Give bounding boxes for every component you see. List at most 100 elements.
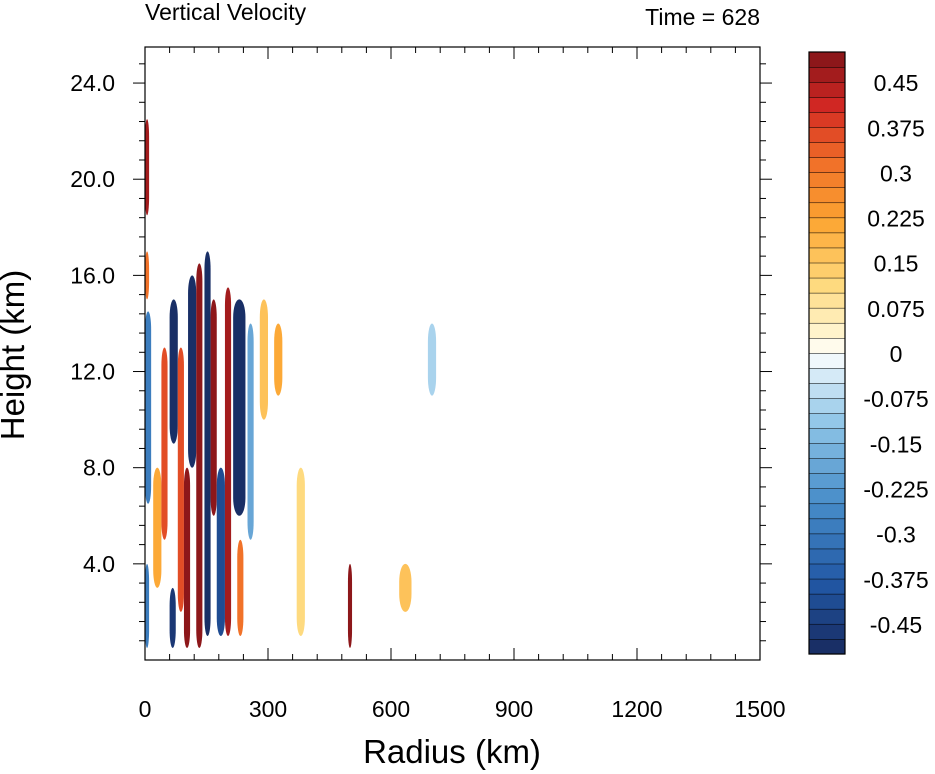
- colorbar-bin-11: [808, 473, 846, 489]
- colorbar-bin-29: [808, 202, 846, 219]
- colorbar-bin-39: [808, 51, 846, 68]
- velocity-cell-20: [274, 323, 283, 396]
- colorbar-label-12: -0.45: [870, 612, 922, 638]
- colorbar-bin-4: [808, 578, 846, 595]
- x-tick-label-1: 300: [249, 696, 287, 722]
- colorbar-label-0: 0.45: [874, 70, 919, 96]
- colorbar-bin-28: [808, 217, 846, 234]
- velocity-cell-12: [204, 251, 211, 636]
- colorbar-bin-5: [808, 563, 846, 580]
- velocity-cell-9: [183, 467, 191, 648]
- colorbar-bin-9: [808, 503, 846, 520]
- colorbar-bin-20: [808, 337, 846, 354]
- y-tick-label-1: 8.0: [83, 455, 115, 481]
- velocity-cell-19: [259, 299, 268, 420]
- colorbar-bin-3: [808, 593, 846, 610]
- colorbar-bin-34: [808, 127, 846, 143]
- colorbar-bin-12: [808, 458, 846, 474]
- colorbar-bin-22: [808, 307, 846, 324]
- colorbar-bin-1: [808, 623, 846, 640]
- colorbar-label-5: 0.075: [867, 296, 925, 322]
- x-tick-label-0: 0: [139, 696, 152, 722]
- velocity-cell-5: [161, 347, 168, 540]
- velocity-cell-15: [224, 287, 232, 636]
- velocity-cell-11: [196, 263, 203, 648]
- y-axis-label: Height (km): [0, 270, 31, 441]
- y-tick-label-3: 16.0: [70, 262, 115, 288]
- velocity-cell-22: [347, 563, 353, 648]
- colorbar-bin-6: [808, 548, 846, 565]
- y-tick-label-0: 4.0: [83, 551, 115, 577]
- colorbar-bin-30: [808, 187, 846, 204]
- velocity-cell-6: [169, 299, 178, 444]
- colorbar-bin-33: [808, 142, 846, 158]
- colorbar: 0.45 0.375 0.3 0.225 0.15 0.075 0 -0.075 -0.15 -0…: [808, 51, 929, 655]
- chart-subtitle: Time = 628: [645, 4, 760, 30]
- velocity-cell-3: [145, 563, 150, 648]
- velocity-cell-13: [210, 299, 217, 516]
- colorbar-label-11: -0.375: [863, 567, 928, 593]
- heatmap-field: [145, 47, 760, 660]
- colorbar-bin-15: [808, 412, 846, 429]
- velocity-cell-4: [153, 467, 162, 588]
- velocity-cell-24: [427, 323, 437, 396]
- chart-title: Vertical Velocity: [145, 0, 307, 25]
- colorbar-bin-23: [808, 292, 846, 309]
- y-tick-label-5: 24.0: [70, 70, 115, 96]
- colorbar-bin-31: [808, 172, 846, 188]
- colorbar-label-6: 0: [890, 341, 903, 367]
- velocity-cell-7: [169, 587, 176, 648]
- colorbar-frame: [808, 51, 846, 655]
- axis-ticks: 0 300 600 900 1200 1500 4.0 8.0 12.0 16.0 20.0 24.0: [70, 47, 786, 722]
- colorbar-bin-7: [808, 533, 846, 550]
- colorbar-bin-37: [808, 81, 846, 98]
- colorbar-bin-24: [808, 277, 846, 294]
- colorbar-bin-17: [808, 382, 846, 399]
- velocity-cell-17: [237, 539, 244, 636]
- colorbar-bin-13: [808, 443, 846, 459]
- y-tick-label-2: 12.0: [70, 359, 115, 385]
- colorbar-label-4: 0.15: [874, 251, 919, 277]
- colorbar-label-2: 0.3: [880, 160, 912, 186]
- colorbar-bin-0: [808, 638, 846, 655]
- colorbar-bin-25: [808, 262, 846, 279]
- colorbar-bin-10: [808, 488, 846, 505]
- colorbar-bin-18: [808, 367, 846, 384]
- velocity-cell-0: [145, 119, 150, 216]
- colorbar-bin-35: [808, 111, 846, 128]
- velocity-cell-21: [296, 467, 305, 636]
- velocity-cell-14: [216, 467, 225, 636]
- y-tick-label-4: 20.0: [70, 166, 115, 192]
- x-axis-label: Radius (km): [363, 733, 541, 770]
- colorbar-bin-8: [808, 518, 846, 535]
- colorbar-bin-16: [808, 397, 846, 414]
- colorbar-bin-19: [808, 352, 846, 369]
- velocity-cell-8: [177, 347, 184, 612]
- plot-frame: [144, 46, 761, 661]
- colorbar-label-10: -0.3: [876, 522, 916, 548]
- colorbar-bin-27: [808, 232, 846, 249]
- colorbar-label-3: 0.225: [867, 206, 925, 232]
- colorbar-bin-21: [808, 322, 846, 339]
- colorbar-bin-38: [808, 66, 846, 83]
- colorbar-label-9: -0.225: [863, 476, 928, 502]
- x-tick-label-2: 600: [372, 696, 410, 722]
- colorbar-label-8: -0.15: [870, 431, 922, 457]
- x-tick-label-3: 900: [495, 696, 533, 722]
- x-tick-label-5: 1500: [734, 696, 785, 722]
- velocity-cell-10: [188, 275, 197, 468]
- colorbar-bin-32: [808, 157, 846, 173]
- colorbar-bin-14: [808, 428, 846, 444]
- colorbar-bin-2: [808, 608, 846, 625]
- colorbar-bin-26: [808, 247, 846, 264]
- x-tick-label-4: 1200: [611, 696, 662, 722]
- velocity-cell-18: [247, 323, 254, 540]
- velocity-cell-23: [399, 563, 412, 612]
- velocity-cell-2: [145, 311, 152, 504]
- colorbar-label-7: -0.075: [863, 386, 928, 412]
- velocity-cell-16: [233, 299, 246, 516]
- velocity-cell-1: [145, 251, 150, 300]
- colorbar-label-1: 0.375: [867, 115, 925, 141]
- colorbar-bin-36: [808, 96, 846, 113]
